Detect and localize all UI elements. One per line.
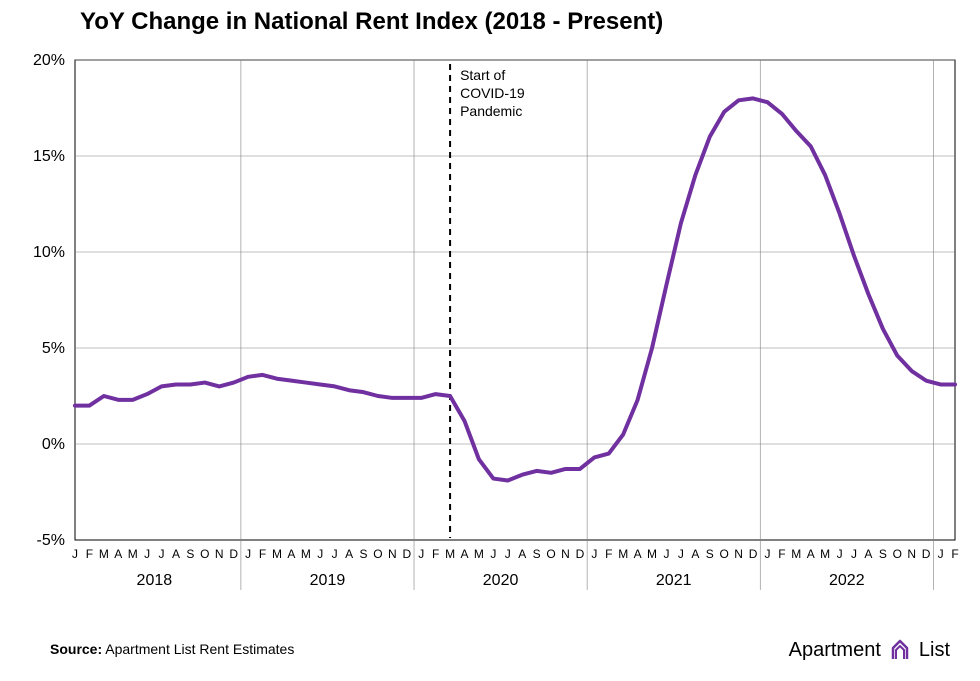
svg-text:F: F bbox=[432, 547, 439, 561]
svg-text:N: N bbox=[388, 547, 397, 561]
svg-text:J: J bbox=[418, 547, 424, 561]
svg-text:D: D bbox=[922, 547, 931, 561]
brand-name: Apartment bbox=[789, 639, 881, 662]
svg-text:M: M bbox=[618, 547, 628, 561]
svg-text:A: A bbox=[287, 547, 295, 561]
svg-text:2020: 2020 bbox=[483, 572, 519, 589]
svg-text:D: D bbox=[229, 547, 238, 561]
svg-text:M: M bbox=[99, 547, 109, 561]
svg-text:N: N bbox=[907, 547, 916, 561]
svg-text:M: M bbox=[445, 547, 455, 561]
svg-text:2019: 2019 bbox=[310, 572, 346, 589]
svg-text:Pandemic: Pandemic bbox=[460, 103, 522, 119]
svg-text:A: A bbox=[461, 547, 469, 561]
chart-svg: -5%0%5%10%15%20%JFMAMJJASOND2018JFMAMJJA… bbox=[0, 30, 980, 650]
brand: Apartment List bbox=[789, 637, 950, 663]
svg-text:J: J bbox=[72, 547, 78, 561]
svg-text:A: A bbox=[114, 547, 122, 561]
svg-text:J: J bbox=[678, 547, 684, 561]
svg-text:J: J bbox=[591, 547, 597, 561]
svg-text:S: S bbox=[186, 547, 194, 561]
svg-text:J: J bbox=[938, 547, 944, 561]
source-line: Source: Apartment List Rent Estimates bbox=[50, 641, 294, 657]
svg-text:J: J bbox=[317, 547, 323, 561]
svg-text:O: O bbox=[373, 547, 382, 561]
svg-text:5%: 5% bbox=[42, 340, 65, 357]
svg-text:N: N bbox=[561, 547, 570, 561]
svg-text:A: A bbox=[172, 547, 180, 561]
svg-text:O: O bbox=[893, 547, 902, 561]
svg-text:N: N bbox=[215, 547, 224, 561]
svg-text:A: A bbox=[634, 547, 642, 561]
svg-text:O: O bbox=[200, 547, 209, 561]
svg-text:10%: 10% bbox=[33, 244, 65, 261]
svg-text:J: J bbox=[144, 547, 150, 561]
svg-text:Start of: Start of bbox=[460, 67, 505, 83]
svg-text:20%: 20% bbox=[33, 52, 65, 69]
source-label: Source: bbox=[50, 641, 102, 657]
svg-text:M: M bbox=[128, 547, 138, 561]
svg-text:A: A bbox=[518, 547, 526, 561]
svg-text:M: M bbox=[647, 547, 657, 561]
svg-text:S: S bbox=[360, 547, 368, 561]
svg-text:A: A bbox=[345, 547, 353, 561]
svg-text:J: J bbox=[851, 547, 857, 561]
svg-text:O: O bbox=[720, 547, 729, 561]
svg-text:S: S bbox=[879, 547, 887, 561]
svg-text:D: D bbox=[576, 547, 585, 561]
svg-text:A: A bbox=[864, 547, 872, 561]
svg-text:0%: 0% bbox=[42, 436, 65, 453]
svg-text:M: M bbox=[474, 547, 484, 561]
svg-text:O: O bbox=[546, 547, 555, 561]
svg-text:J: J bbox=[245, 547, 251, 561]
svg-text:A: A bbox=[807, 547, 815, 561]
svg-text:F: F bbox=[951, 547, 958, 561]
svg-text:2022: 2022 bbox=[829, 572, 865, 589]
svg-text:M: M bbox=[791, 547, 801, 561]
svg-text:J: J bbox=[663, 547, 669, 561]
svg-text:A: A bbox=[691, 547, 699, 561]
svg-text:N: N bbox=[734, 547, 743, 561]
svg-text:J: J bbox=[490, 547, 496, 561]
svg-text:M: M bbox=[272, 547, 282, 561]
svg-text:S: S bbox=[533, 547, 541, 561]
svg-text:S: S bbox=[706, 547, 714, 561]
source-text: Apartment List Rent Estimates bbox=[105, 641, 294, 657]
svg-text:F: F bbox=[605, 547, 612, 561]
chart-container: { "chart": { "type": "line", "title": "Y… bbox=[0, 0, 980, 681]
svg-text:F: F bbox=[778, 547, 785, 561]
svg-text:J: J bbox=[159, 547, 165, 561]
svg-text:D: D bbox=[749, 547, 758, 561]
svg-text:F: F bbox=[259, 547, 266, 561]
brand-suffix: List bbox=[919, 639, 950, 662]
svg-text:J: J bbox=[764, 547, 770, 561]
svg-text:D: D bbox=[402, 547, 411, 561]
svg-text:2018: 2018 bbox=[137, 572, 173, 589]
svg-text:M: M bbox=[301, 547, 311, 561]
svg-text:F: F bbox=[86, 547, 93, 561]
svg-text:J: J bbox=[837, 547, 843, 561]
svg-text:15%: 15% bbox=[33, 148, 65, 165]
svg-text:-5%: -5% bbox=[37, 532, 65, 549]
svg-text:J: J bbox=[505, 547, 511, 561]
svg-text:J: J bbox=[332, 547, 338, 561]
svg-text:M: M bbox=[820, 547, 830, 561]
svg-text:COVID-19: COVID-19 bbox=[460, 85, 525, 101]
svg-text:2021: 2021 bbox=[656, 572, 692, 589]
brand-logo-icon bbox=[887, 637, 913, 663]
